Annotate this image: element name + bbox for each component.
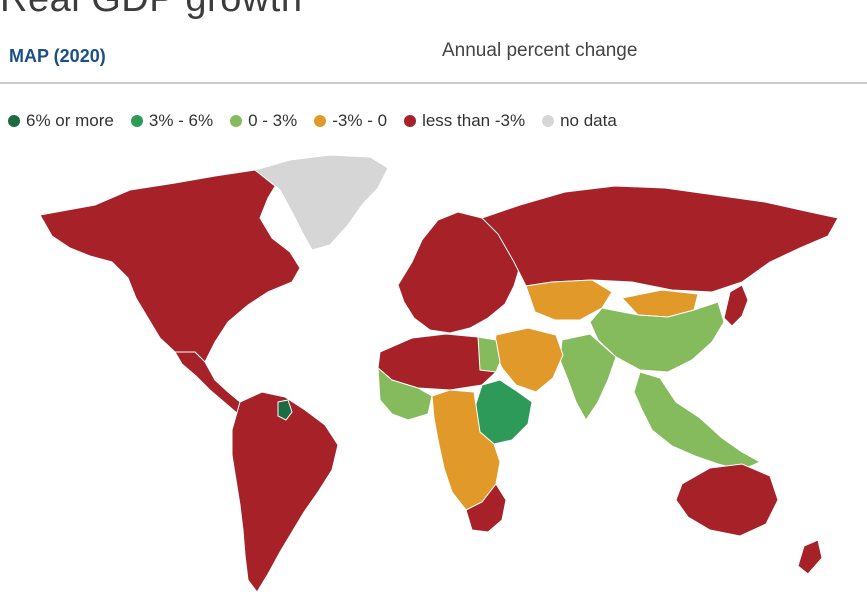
map-year-label: MAP (2020) — [9, 46, 106, 66]
legend-label: less than -3% — [422, 111, 526, 130]
legend-swatch — [130, 115, 143, 127]
region-new-zealand[interactable] — [797, 539, 823, 575]
legend-item[interactable]: less than -3% — [404, 111, 525, 131]
legend-item[interactable]: no data — [542, 111, 617, 131]
region-australia[interactable] — [675, 463, 779, 537]
legend-item[interactable]: -3% - 0 — [314, 111, 387, 131]
legend-label: no data — [560, 111, 617, 130]
legend-label: -3% - 0 — [332, 111, 388, 130]
legend-swatch — [314, 115, 327, 127]
legend-item[interactable]: 6% or more — [8, 111, 114, 131]
region-southeast-asia[interactable] — [633, 371, 762, 471]
region-russia[interactable] — [481, 185, 839, 293]
world-map — [39, 154, 839, 593]
region-west-africa[interactable] — [377, 366, 433, 421]
legend-item[interactable]: 0 - 3% — [230, 111, 297, 131]
region-north-america[interactable] — [39, 169, 301, 363]
region-china[interactable] — [589, 301, 725, 373]
region-southern-africa[interactable] — [465, 483, 507, 533]
region-japan[interactable] — [723, 284, 749, 327]
region-guyana[interactable] — [277, 399, 293, 421]
region-south-america[interactable] — [231, 391, 339, 593]
legend-item[interactable]: 3% - 6% — [130, 111, 214, 131]
legend-swatch — [404, 115, 417, 127]
legend-swatch — [230, 115, 243, 127]
legend-label: 3% - 6% — [148, 111, 214, 130]
header-divider — [0, 82, 867, 84]
legend-swatch — [542, 115, 555, 127]
legend-label: 0 - 3% — [248, 111, 298, 130]
page-title: Real GDP growth — [0, 0, 302, 21]
region-india[interactable] — [559, 333, 617, 421]
region-greenland[interactable] — [253, 154, 389, 251]
region-central-america[interactable] — [174, 351, 249, 415]
legend: 6% or more 3% - 6% 0 - 3% -3% - 0 less t… — [8, 111, 634, 131]
unit-label: Annual percent change — [442, 40, 638, 61]
region-europe[interactable] — [397, 211, 521, 334]
legend-swatch — [8, 115, 20, 127]
legend-label: 6% or more — [26, 111, 114, 130]
region-egypt[interactable] — [477, 336, 501, 373]
